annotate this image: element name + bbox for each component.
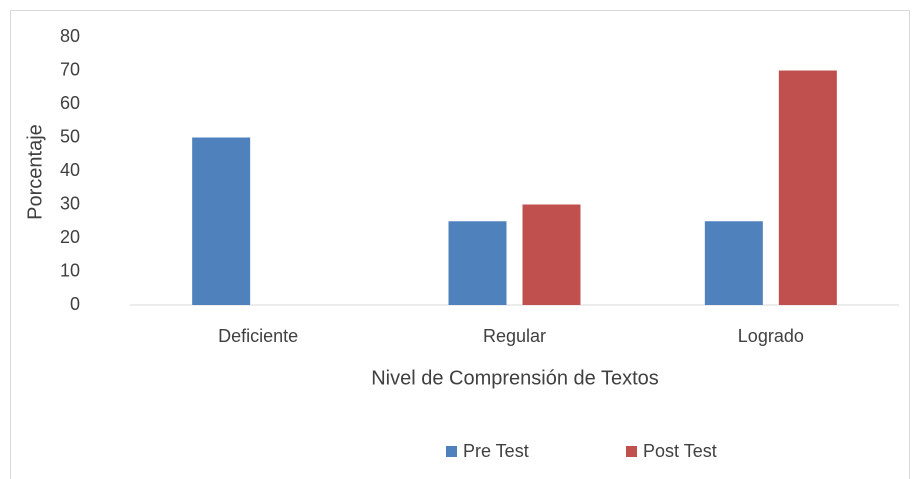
y-tick-label: 40: [60, 160, 80, 180]
x-axis-label: Nivel de Comprensión de Textos: [371, 367, 659, 389]
chart-frame: [10, 10, 910, 479]
legend-swatch: [626, 446, 637, 457]
x-tick-label: Logrado: [738, 326, 804, 346]
y-tick-label: 50: [60, 126, 80, 146]
legend-label: Post Test: [643, 441, 717, 461]
y-tick-label: 60: [60, 93, 80, 113]
x-tick-label: Deficiente: [218, 326, 298, 346]
bar: [448, 221, 507, 305]
y-tick-label: 80: [60, 26, 80, 46]
bar: [704, 221, 763, 305]
bar: [778, 70, 837, 305]
legend-swatch: [446, 446, 457, 457]
y-axis-label: Porcentaje: [24, 124, 46, 220]
x-tick-label: Regular: [483, 326, 546, 346]
y-tick-label: 0: [70, 294, 80, 314]
bar: [522, 204, 581, 305]
y-tick-label: 10: [60, 260, 80, 280]
y-tick-label: 20: [60, 227, 80, 247]
y-tick-label: 70: [60, 59, 80, 79]
bar: [192, 137, 251, 305]
y-tick-label: 30: [60, 193, 80, 213]
legend-label: Pre Test: [463, 441, 529, 461]
